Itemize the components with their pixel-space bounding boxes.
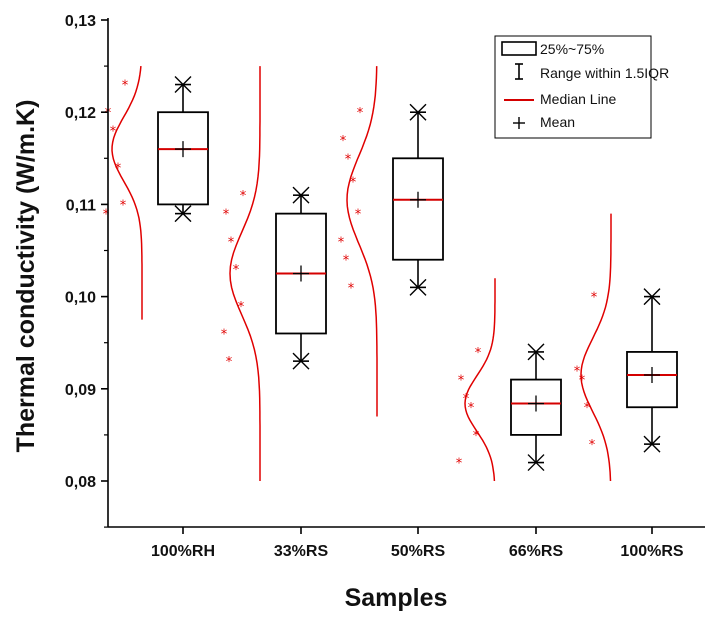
x-tick-label: 50%RS	[391, 543, 446, 560]
data-point: *	[473, 429, 480, 444]
data-point: *	[221, 327, 228, 342]
x-tick-label: 100%RS	[620, 543, 683, 560]
legend-whisker-swatch	[515, 63, 523, 80]
x-tick-label: 33%RS	[274, 543, 329, 560]
data-point: *	[120, 198, 127, 213]
iqr-box	[392, 157, 444, 261]
axes: 0,08 0,09 0,10 0,11 0,12 0,13 100%RH 33%RS 50%RS…	[65, 13, 705, 560]
data-point: *	[458, 374, 465, 389]
data-point: *	[226, 355, 233, 370]
data-point: *	[340, 134, 347, 149]
distribution-curve	[111, 66, 143, 320]
distribution-curve	[229, 66, 261, 481]
legend-mean-swatch	[513, 117, 525, 129]
data-point: *	[223, 208, 230, 223]
mean-marker	[410, 191, 426, 208]
data-point: *	[228, 235, 235, 250]
data-point: *	[350, 175, 357, 190]
distribution-curve	[580, 213, 612, 482]
distribution-curve	[464, 278, 496, 482]
y-tick-label: 0,12	[65, 105, 96, 122]
box-group-66pctrs: ******	[456, 278, 562, 482]
max-marker	[643, 288, 661, 306]
distribution-curve	[346, 66, 378, 417]
data-point: *	[574, 364, 581, 379]
max-marker	[292, 186, 310, 204]
min-marker	[643, 435, 661, 453]
y-tick-label: 0,13	[65, 13, 96, 30]
y-tick-label: 0,09	[65, 382, 96, 399]
data-point: *	[240, 189, 247, 204]
data-point: *	[579, 374, 586, 389]
min-marker	[527, 454, 545, 472]
data-point: *	[357, 106, 364, 121]
min-marker	[174, 205, 192, 223]
data-point: *	[115, 162, 122, 177]
data-point: *	[355, 208, 362, 223]
legend-label-box: 25%~75%	[540, 41, 604, 57]
data-point: *	[589, 438, 596, 453]
data-point: *	[343, 254, 350, 269]
legend-frame	[494, 35, 652, 139]
data-point: *	[110, 125, 117, 140]
plot-area: ********************************	[103, 66, 678, 482]
data-point: *	[591, 291, 598, 306]
x-axis-title: Samples	[345, 584, 448, 612]
max-marker	[409, 103, 427, 121]
y-tick-label: 0,10	[65, 290, 96, 307]
mean-marker	[293, 265, 309, 282]
iqr-box	[626, 351, 678, 409]
x-tick-label: 100%RH	[151, 543, 215, 560]
x-tick-label: 66%RS	[509, 543, 564, 560]
legend-box-swatch	[501, 41, 537, 56]
box-group-100pctrs: *****	[574, 213, 678, 482]
mean-marker	[528, 395, 544, 412]
legend-label-mean: Mean	[540, 114, 575, 130]
legend-label-range: Range within 1.5IQR	[540, 65, 669, 81]
legend-label-median: Median Line	[540, 91, 616, 107]
box-group-50pctrs: * * * * * * * *	[338, 66, 444, 417]
iqr-box	[510, 378, 562, 436]
data-point: *	[584, 401, 591, 416]
data-point: *	[122, 79, 129, 94]
data-point: *	[348, 281, 355, 296]
mean-marker	[644, 366, 660, 383]
min-marker	[409, 278, 427, 296]
data-point: *	[456, 457, 463, 472]
data-point: *	[238, 300, 245, 315]
min-marker	[292, 352, 310, 370]
data-point: *	[338, 235, 345, 250]
legend: 25%~75% Range within 1.5IQR Median Line …	[494, 35, 669, 139]
data-point: *	[463, 392, 470, 407]
data-point: *	[103, 208, 110, 223]
data-point: *	[468, 401, 475, 416]
box-group-33pctrs: * * * * * * *	[221, 66, 327, 481]
y-tick-label: 0,08	[65, 474, 96, 491]
max-marker	[174, 76, 192, 94]
data-point: *	[233, 263, 240, 278]
max-marker	[527, 343, 545, 361]
box-group-100pctrh: ******	[103, 66, 209, 320]
y-axis-title: Thermal conductivity (W/m.K)	[12, 100, 40, 453]
y-tick-label: 0,11	[66, 197, 96, 214]
mean-marker	[175, 141, 191, 158]
iqr-box	[157, 111, 209, 206]
data-point: *	[475, 346, 482, 361]
data-point: *	[345, 152, 352, 167]
